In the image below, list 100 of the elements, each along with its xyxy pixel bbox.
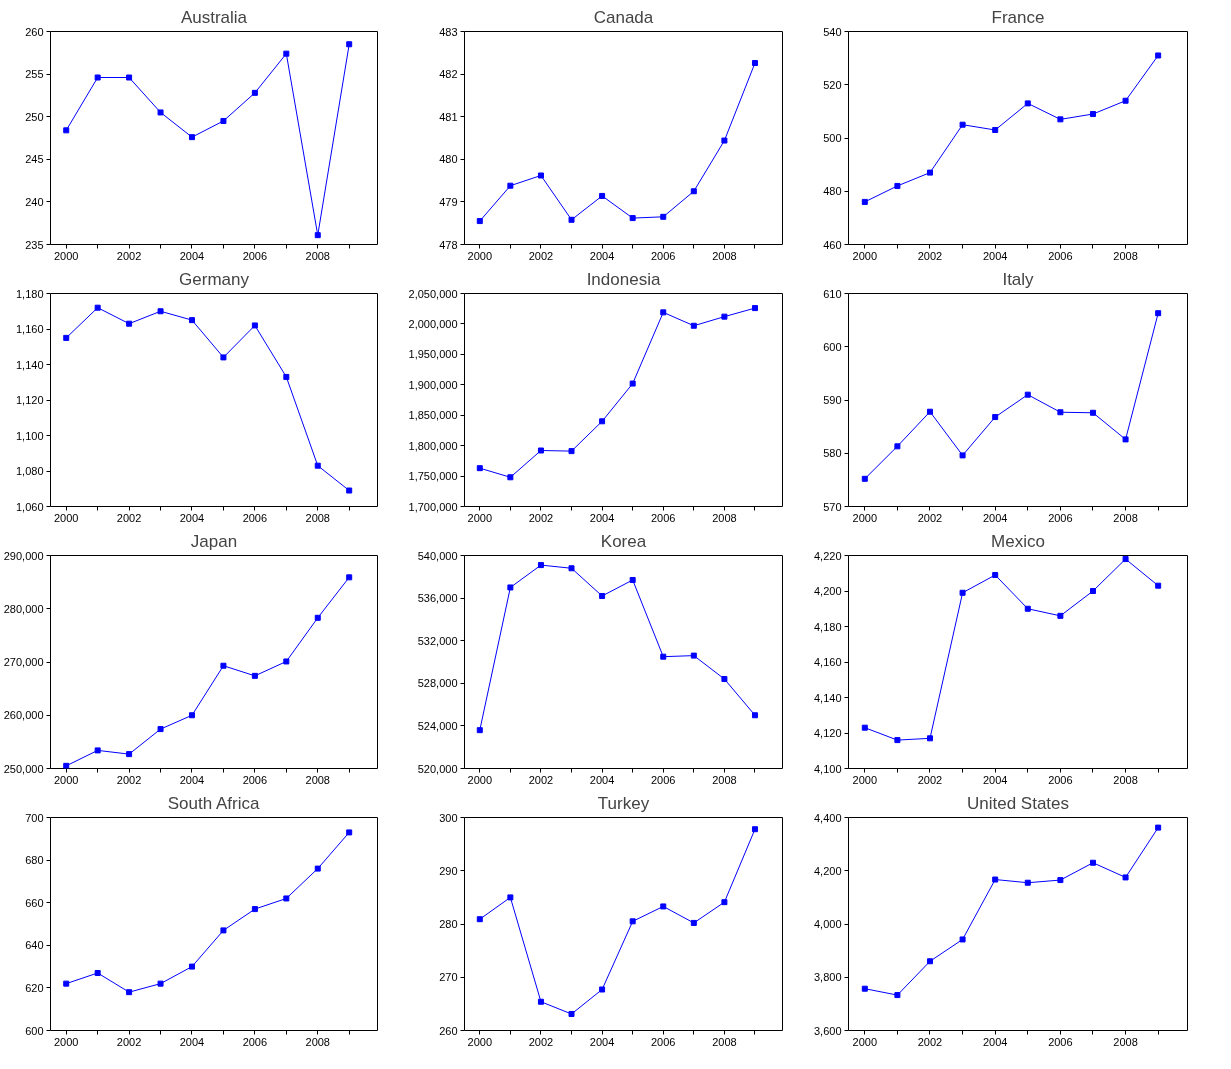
x-tick-label: 2004 [982,511,1008,524]
y-tick-label: 600 [25,1024,44,1037]
x-tick-label: 2004 [982,773,1008,786]
y-tick-label: 4,140 [813,691,842,704]
x-tick-label: 2004 [589,1035,615,1048]
x-tick-label: 2006 [242,1035,268,1048]
chart-title: Canada [593,7,654,27]
x-tick-label: 2006 [242,249,268,262]
x-tick-label: 2008 [305,1035,331,1048]
x-tick-label: 2006 [1048,249,1073,262]
x-tick-label: 2008 [1113,249,1138,262]
x-tick-label: 2000 [467,773,493,786]
chart-title: Australia [180,7,248,27]
x-tick-label: 2008 [305,511,331,524]
x-tick-label: 2006 [651,773,676,786]
x-tick-label: 2008 [712,511,737,524]
x-tick-label: 2004 [982,1035,1008,1048]
x-tick-label: 2002 [528,511,554,524]
x-tick-label: 2000 [467,1035,493,1048]
x-tick-label: 2006 [651,511,676,524]
x-tick-label: 2008 [1113,511,1138,524]
y-tick-label: 3,800 [813,971,842,984]
y-tick-label: 4,180 [813,620,842,633]
y-tick-label: 610 [823,287,842,300]
x-tick-label: 2006 [651,249,676,262]
y-tick-label: 1,120 [15,394,44,406]
y-tick-label: 480 [439,153,458,166]
y-tick-label: 290,000 [3,549,44,562]
x-tick-label: 2006 [1048,511,1073,524]
y-tick-label: 483 [439,25,458,38]
y-tick-label: 280 [439,918,458,930]
chart-title: Italy [1002,269,1035,289]
x-tick-label: 2000 [852,511,878,524]
x-tick-label: 2000 [467,511,493,524]
y-tick-label: 4,160 [813,656,842,668]
y-tick-label: 1,950,000 [408,348,458,361]
x-tick-label: 2002 [528,249,554,262]
y-tick-label: 482 [439,68,458,81]
x-tick-label: 2000 [852,773,878,786]
x-tick-label: 2004 [589,249,615,262]
x-tick-label: 2002 [917,249,943,262]
y-tick-label: 520 [823,78,842,91]
y-tick-label: 524,000 [417,719,458,732]
y-tick-label: 4,400 [813,811,842,824]
x-tick-label: 2004 [179,773,205,786]
x-tick-label: 2008 [305,249,331,262]
y-tick-label: 1,140 [15,358,44,371]
y-tick-label: 540 [823,25,842,38]
x-tick-label: 2004 [179,249,205,262]
y-tick-label: 235 [25,238,44,251]
y-tick-label: 300 [439,811,458,824]
y-tick-label: 620 [25,981,44,994]
y-tick-label: 680 [25,854,44,867]
x-tick-label: 2004 [589,511,615,524]
y-tick-label: 1,850,000 [408,409,458,422]
y-tick-label: 528,000 [417,677,458,690]
chart-title: France [991,7,1045,27]
x-tick-label: 2008 [1113,773,1138,786]
x-tick-label: 2002 [528,773,554,786]
y-tick-label: 500 [823,132,842,144]
y-tick-label: 4,200 [813,585,842,597]
y-tick-label: 536,000 [417,592,458,605]
y-tick-label: 480 [823,185,842,198]
y-tick-label: 600 [823,340,842,353]
y-tick-label: 1,160 [15,323,44,335]
x-tick-label: 2002 [116,249,142,262]
chart-title: Japan [190,531,238,551]
x-tick-label: 2000 [467,249,493,262]
y-tick-label: 700 [25,811,44,824]
chart-title: South Africa [167,793,260,813]
x-tick-label: 2008 [1113,1035,1138,1048]
y-tick-label: 660 [25,896,44,909]
chart-title: Indonesia [586,269,661,289]
chart-title: Mexico [991,531,1045,551]
x-tick-label: 2006 [242,773,268,786]
x-tick-label: 2004 [589,773,615,786]
y-tick-label: 270 [439,971,458,984]
y-tick-label: 260 [25,25,44,38]
y-tick-label: 245 [25,153,44,166]
y-tick-label: 240 [25,195,44,208]
y-tick-label: 580 [823,447,842,460]
x-tick-label: 2002 [116,1035,142,1048]
y-tick-label: 1,700,000 [408,500,458,513]
x-tick-label: 2004 [982,249,1008,262]
y-tick-label: 260 [439,1024,458,1037]
y-tick-label: 250,000 [3,762,44,775]
chart-title: United States [966,793,1070,813]
y-tick-label: 4,220 [813,549,842,562]
y-tick-label: 478 [439,238,458,251]
y-tick-label: 4,200 [813,864,842,877]
y-tick-label: 460 [823,238,842,251]
x-tick-label: 2000 [53,773,79,786]
x-tick-label: 2006 [242,511,268,524]
y-tick-label: 2,050,000 [408,287,458,300]
y-tick-label: 255 [25,68,44,81]
x-tick-label: 2008 [305,773,331,786]
y-tick-label: 540,000 [417,549,458,562]
y-tick-label: 250 [25,110,44,123]
chart-title: Germany [179,269,250,289]
x-tick-label: 2002 [917,773,943,786]
